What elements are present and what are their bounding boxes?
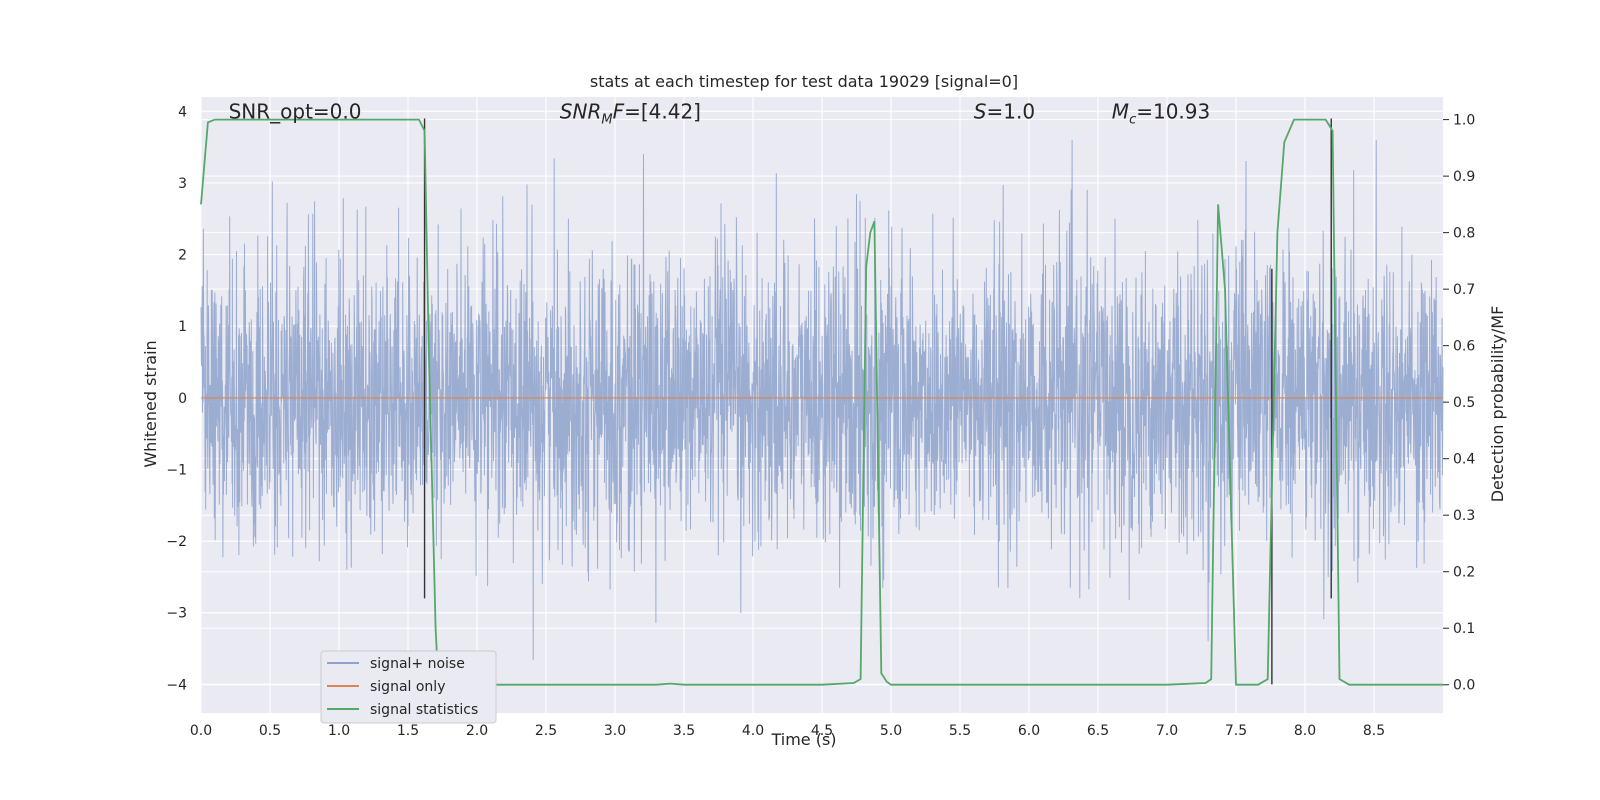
- y2-tick-label: 0.4: [1453, 452, 1475, 468]
- y2-axis-label: Detection probability/MF: [1488, 306, 1507, 503]
- x-tick-label: 0.0: [190, 723, 212, 739]
- legend-label-signal-statistics: signal statistics: [370, 702, 478, 718]
- series-signal-plus-noise: [200, 139, 1444, 661]
- legend-box: [320, 650, 497, 724]
- y-tick-label: 3: [178, 176, 187, 192]
- series-line-signal-statistics: [200, 118, 1443, 686]
- y2-tick-label: 0.0: [1453, 678, 1475, 694]
- x-tick-label: 8.5: [1363, 723, 1385, 739]
- annotation-s: S=1.0: [974, 99, 1035, 123]
- y-tick-label: 1: [178, 319, 187, 335]
- y-tick-label: −3: [166, 606, 187, 622]
- y2-tick-label: 0.1: [1453, 621, 1475, 637]
- y2-tick-label: 0.5: [1453, 395, 1475, 411]
- y-tick-label: −4: [166, 677, 187, 693]
- y-tick-label: 2: [178, 248, 187, 264]
- x-tick-label: 5.0: [880, 723, 902, 739]
- annotations: SNR_opt=0.0 SNRMF=[4.42] S=1.0 Mc=10.93: [229, 99, 1211, 127]
- y-axis-label: Whitened strain: [141, 340, 160, 467]
- y-tick-label: 4: [178, 104, 187, 120]
- x-tick-label: 3.0: [604, 723, 626, 739]
- x-tick-label: 0.5: [259, 723, 281, 739]
- y2-tick-label: 1.0: [1453, 113, 1475, 129]
- annotation-mc: Mc=10.93: [1112, 99, 1210, 127]
- y2-tick-label: 0.6: [1453, 339, 1475, 355]
- chart-title: stats at each timestep for test data 190…: [590, 72, 1018, 91]
- x-tick-label: 7.5: [1225, 723, 1247, 739]
- legend: signal+ noise signal only signal statist…: [320, 650, 497, 724]
- x-tick-label: 5.5: [949, 723, 971, 739]
- y-tick-label: −2: [166, 534, 187, 550]
- legend-label-signal-plus-noise: signal+ noise: [370, 656, 465, 672]
- y-tick-label: −1: [166, 462, 187, 478]
- series-signal-statistics: [200, 118, 1443, 686]
- x-axis-label: Time (s): [770, 730, 836, 749]
- x-tick-label: 4.5: [811, 723, 833, 739]
- annotation-snr-opt: SNR_opt=0.0: [229, 99, 362, 123]
- series-line-signal-plus-noise: [200, 139, 1444, 661]
- x-tick-label: 3.5: [673, 723, 695, 739]
- y2-tick-label: 0.3: [1453, 508, 1475, 524]
- y-tick-label: 0: [178, 391, 187, 407]
- axis-ticks: 0.0 0.5 1.0 1.5 2.0 2.5 3.0 3.5 4.0 4.5 5.0 5.5 6.0 6…: [166, 104, 1475, 739]
- x-tick-label: 7.0: [1156, 723, 1178, 739]
- x-tick-label: 2.5: [535, 723, 557, 739]
- y2-tick-label: 0.9: [1453, 169, 1475, 185]
- legend-label-signal-only: signal only: [370, 679, 445, 695]
- x-tick-label: 1.5: [397, 723, 419, 739]
- x-tick-label: 6.5: [1087, 723, 1109, 739]
- annotation-snr-mf: SNRMF=[4.42]: [560, 99, 701, 127]
- y2-tick-label: 0.7: [1453, 282, 1475, 298]
- y2-tick-label: 0.8: [1453, 226, 1475, 242]
- y2-tick-label: 0.2: [1453, 565, 1475, 581]
- x-tick-label: 1.0: [328, 723, 350, 739]
- x-tick-label: 6.0: [1018, 723, 1040, 739]
- x-tick-label: 2.0: [466, 723, 488, 739]
- x-tick-label: 8.0: [1294, 723, 1316, 739]
- x-tick-label: 4.0: [742, 723, 764, 739]
